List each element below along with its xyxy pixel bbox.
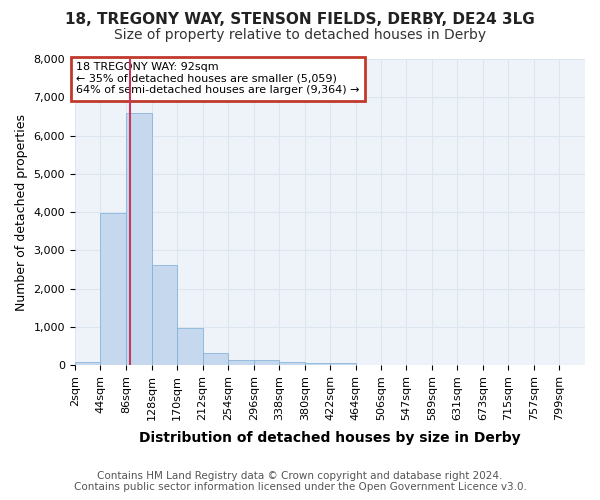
Text: Contains HM Land Registry data © Crown copyright and database right 2024.
Contai: Contains HM Land Registry data © Crown c… <box>74 471 526 492</box>
Bar <box>228 360 254 365</box>
Text: Size of property relative to detached houses in Derby: Size of property relative to detached ho… <box>114 28 486 42</box>
Bar <box>177 328 203 365</box>
Bar <box>75 362 100 365</box>
Bar <box>152 265 177 365</box>
Bar <box>330 363 356 365</box>
Bar <box>305 362 330 365</box>
Bar <box>100 213 126 365</box>
Text: 18, TREGONY WAY, STENSON FIELDS, DERBY, DE24 3LG: 18, TREGONY WAY, STENSON FIELDS, DERBY, … <box>65 12 535 28</box>
Bar <box>254 360 279 365</box>
Bar <box>126 112 152 365</box>
Y-axis label: Number of detached properties: Number of detached properties <box>15 114 28 310</box>
Bar <box>279 362 305 365</box>
Bar <box>203 353 228 365</box>
Text: 18 TREGONY WAY: 92sqm
← 35% of detached houses are smaller (5,059)
64% of semi-d: 18 TREGONY WAY: 92sqm ← 35% of detached … <box>76 62 359 96</box>
X-axis label: Distribution of detached houses by size in Derby: Distribution of detached houses by size … <box>139 431 521 445</box>
